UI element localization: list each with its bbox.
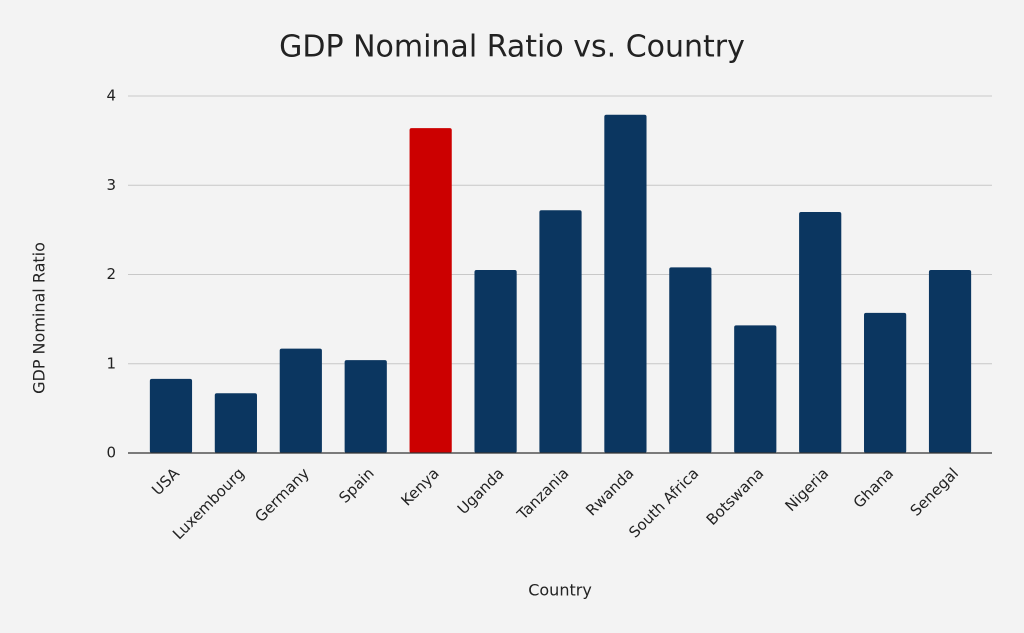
bar	[604, 114, 647, 454]
bar	[734, 325, 777, 453]
bar	[344, 360, 387, 453]
y-tick-label: 0	[106, 444, 116, 462]
y-tick-label: 2	[106, 265, 116, 283]
bar	[409, 128, 452, 453]
bar	[474, 270, 517, 453]
bar	[539, 210, 582, 453]
bar	[799, 212, 842, 453]
bar	[928, 270, 972, 453]
bar	[669, 267, 712, 453]
bar	[279, 348, 322, 453]
bar	[214, 393, 257, 453]
bar	[864, 312, 907, 453]
y-tick-label: 4	[106, 87, 116, 105]
x-axis-label: Country	[528, 581, 592, 600]
y-axis-label: GDP Nominal Ratio	[30, 242, 49, 394]
bar	[149, 378, 193, 453]
y-tick-label: 1	[106, 354, 116, 372]
chart-title: GDP Nominal Ratio vs. Country	[279, 30, 745, 65]
y-tick-label: 3	[106, 176, 116, 194]
